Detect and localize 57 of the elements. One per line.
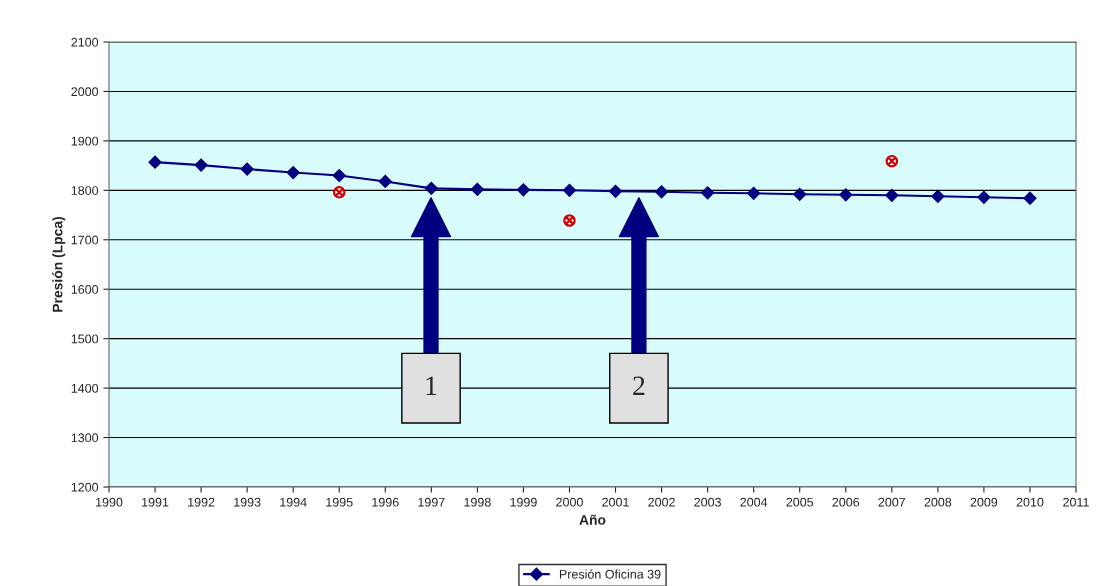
point	[148, 155, 162, 169]
point	[793, 187, 807, 201]
y-tick-label: 1500	[71, 334, 99, 344]
x-tick-label: 2010	[1016, 497, 1044, 507]
legend-label: Presión Oficina 39	[559, 569, 661, 579]
point	[931, 189, 945, 203]
x-tick-label: 2004	[740, 497, 768, 507]
y-tick-label: 1900	[71, 136, 99, 146]
y-tick-label: 1300	[71, 433, 99, 443]
point	[240, 162, 254, 176]
x-tick-label: 1997	[418, 497, 445, 507]
x-tick-label: 2002	[648, 497, 675, 507]
x-tick-label: 2000	[556, 497, 583, 507]
y-tick-label: 1200	[71, 482, 99, 492]
x-tick-label: 2007	[878, 497, 906, 507]
x-tick-label: 1999	[510, 497, 537, 507]
x-tick-label: 2001	[602, 497, 629, 507]
point	[839, 188, 853, 202]
x-axis-title: Año	[579, 514, 606, 525]
point	[332, 168, 346, 183]
point	[885, 188, 899, 202]
point	[378, 174, 392, 189]
annotation: 1	[426, 376, 437, 395]
y-tick-label: 1400	[71, 383, 99, 393]
point	[654, 185, 669, 199]
annotation: 2	[633, 376, 645, 395]
x-tick-label: 2011	[1063, 497, 1089, 507]
y-axis-title: Presión (Lpca)	[52, 216, 66, 312]
y-tick-label: 1700	[71, 235, 99, 245]
point	[470, 182, 484, 196]
x-tick-label: 1992	[188, 497, 215, 507]
x-tick-label: 1993	[234, 497, 261, 507]
x-tick-label: 1995	[326, 497, 353, 507]
point	[516, 183, 531, 197]
point	[424, 181, 438, 195]
x-tick-label: 1994	[280, 497, 307, 507]
x-tick-label: 1998	[464, 497, 491, 507]
point	[194, 158, 208, 172]
x-tick-label: 1991	[142, 497, 169, 507]
x-tick-label: 2003	[694, 497, 721, 507]
y-tick-label: 1800	[71, 186, 99, 195]
point	[562, 183, 577, 197]
point	[747, 186, 761, 200]
point	[1023, 191, 1037, 205]
x-tick-label: 2005	[786, 497, 814, 507]
x-tick-label: 2009	[970, 497, 998, 507]
x-tick-label: 1990	[96, 497, 123, 507]
point	[977, 190, 991, 204]
point	[608, 184, 623, 198]
x-tick-label: 2008	[924, 497, 952, 507]
y-tick-label: 1600	[71, 285, 99, 294]
y-tick-label: 2100	[71, 37, 99, 47]
point	[701, 186, 715, 200]
y-tick-label: 2000	[71, 87, 99, 97]
x-tick-label: 2006	[832, 497, 860, 507]
x-tick-label: 1996	[372, 497, 399, 507]
point	[286, 165, 300, 180]
